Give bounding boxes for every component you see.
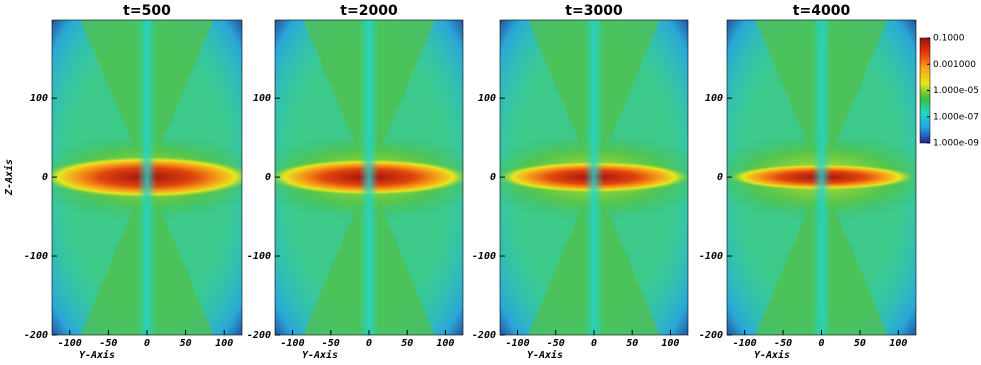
y-tick-label: 100 [705, 93, 723, 104]
y-tick-label: -100 [24, 251, 48, 262]
cbar-tick-label: 1.000e-07 [933, 112, 979, 122]
y-tick-label: 0 [265, 172, 271, 183]
x-tick-label: -100 [733, 338, 757, 349]
jet [811, 20, 832, 335]
jet [137, 20, 157, 335]
x-axis-title: Y-Axis [79, 349, 115, 361]
x-axis-title: Y-Axis [302, 349, 338, 361]
y-tick-label: -200 [472, 330, 496, 341]
y-tick-label: 100 [478, 93, 496, 104]
panel-title: t=4000 [793, 3, 851, 19]
x-tick-label: -100 [281, 338, 305, 349]
y-tick-label: -200 [699, 330, 723, 341]
x-tick-label: 50 [401, 338, 413, 349]
density-field [275, 20, 463, 335]
x-tick-label: 100 [436, 338, 454, 349]
panel-title: t=500 [123, 3, 171, 19]
x-tick-label: -50 [322, 338, 340, 349]
panel-title: t=2000 [340, 3, 398, 19]
cbar-tick-label: 1.000e-09 [933, 139, 979, 149]
x-tick-label: -50 [547, 338, 565, 349]
y-tick-label: -100 [699, 251, 723, 262]
x-tick-label: -50 [774, 338, 792, 349]
y-axis-title: Z-Axis [3, 159, 15, 196]
x-tick-label: 50 [180, 338, 192, 349]
x-tick-label: -50 [99, 338, 117, 349]
density-field [727, 20, 916, 335]
jet [584, 20, 604, 335]
cbar-tick-label: 0.001000 [933, 60, 976, 70]
x-tick-label: 50 [854, 338, 866, 349]
x-tick-label: 100 [889, 338, 907, 349]
y-tick-label: 100 [253, 93, 271, 104]
y-tick-label: -100 [472, 251, 496, 262]
y-tick-label: -200 [24, 330, 48, 341]
cbar-tick-label: 1.000e-05 [933, 86, 979, 96]
y-tick-label: 0 [42, 172, 48, 183]
cbar-tick-label: 0.1000 [933, 34, 965, 44]
panel-title: t=3000 [565, 3, 623, 19]
y-tick-label: 100 [30, 93, 48, 104]
y-tick-label: 0 [717, 172, 723, 183]
x-tick-label: 100 [215, 338, 233, 349]
density-field [52, 20, 242, 335]
x-tick-label: 50 [626, 338, 638, 349]
x-axis-title: Y-Axis [527, 349, 563, 361]
jet [359, 20, 379, 335]
y-tick-label: -200 [247, 330, 271, 341]
y-tick-label: 0 [490, 172, 496, 183]
x-tick-label: -100 [58, 338, 82, 349]
density-field [500, 20, 688, 335]
x-tick-label: 0 [818, 338, 824, 349]
x-tick-label: 0 [366, 338, 372, 349]
x-tick-label: 0 [591, 338, 597, 349]
x-tick-label: 100 [661, 338, 679, 349]
x-tick-label: 0 [144, 338, 150, 349]
x-tick-label: -100 [506, 338, 530, 349]
y-tick-label: -100 [247, 251, 271, 262]
x-axis-title: Y-Axis [754, 349, 790, 361]
